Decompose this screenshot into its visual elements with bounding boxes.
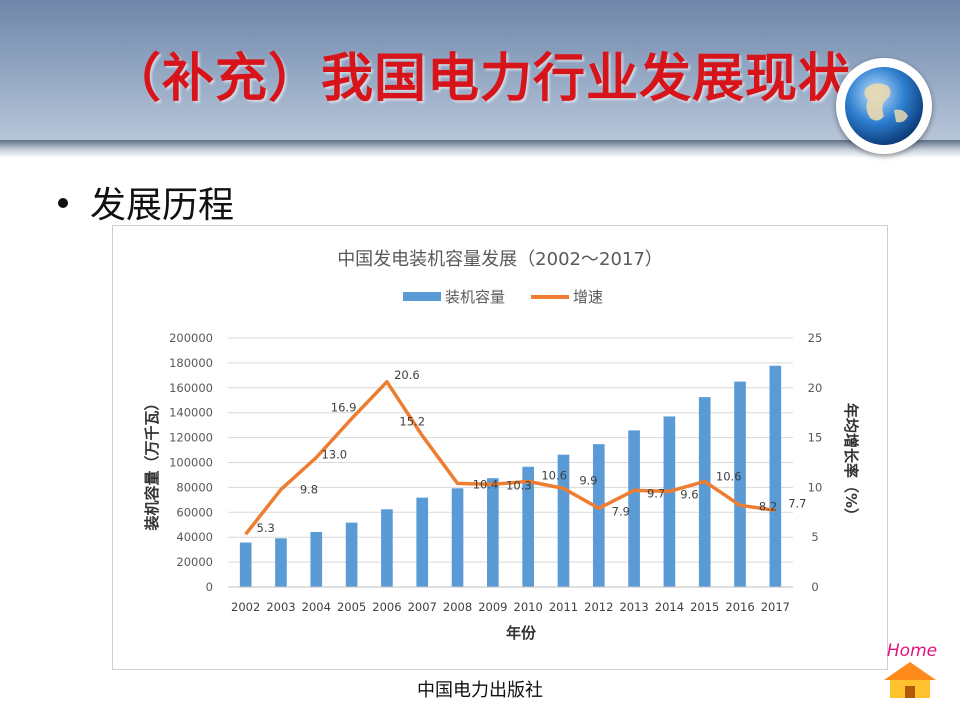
x-tick-label: 2007 (408, 600, 437, 614)
bar (734, 381, 746, 587)
x-tick-label: 2002 (231, 600, 260, 614)
y-tick-label: 180000 (169, 356, 213, 370)
bar-series (239, 365, 782, 587)
y2-tick-label: 25 (808, 331, 823, 345)
x-tick-label: 2012 (584, 600, 613, 614)
data-label: 16.9 (331, 401, 357, 415)
data-label: 7.7 (788, 496, 806, 510)
y2-tick-label: 10 (808, 480, 823, 494)
bar (451, 488, 464, 587)
y-axis-title: 装机容量（万千瓦） (143, 395, 161, 531)
bar (592, 444, 605, 587)
capacity-chart: 中国发电装机容量发展（2002～2017） 装机容量 增速 0 20000 40000… (143, 249, 860, 642)
x-tick-label: 2014 (655, 600, 684, 614)
bar (557, 454, 570, 587)
chart-legend: 装机容量 增速 (403, 288, 603, 306)
y2-tick-label: 5 (811, 530, 818, 544)
bar (628, 430, 640, 587)
bar (381, 509, 393, 587)
legend-swatch-capacity (403, 292, 441, 301)
y2-tick-label: 15 (808, 431, 823, 445)
y2-axis-title: 年均增长率（%） (842, 403, 860, 523)
house-icon (884, 662, 936, 698)
left-axis: 0 20000 40000 60000 80000 100000 120000 140000 1… (169, 331, 213, 594)
data-label: 10.6 (541, 468, 567, 482)
bar (345, 522, 358, 587)
bar (663, 416, 676, 587)
home-button[interactable]: Home (878, 636, 942, 700)
y-tick-label: 60000 (176, 505, 213, 519)
chart-panel: 中国发电装机容量发展（2002～2017） 装机容量 增速 0 20000 40000… (112, 225, 888, 670)
x-tick-label: 2009 (478, 600, 507, 614)
bar (522, 466, 534, 587)
y-tick-label: 20000 (176, 555, 213, 569)
bar (698, 397, 711, 587)
data-label: 8.2 (759, 499, 777, 513)
x-tick-label: 2006 (372, 600, 401, 614)
bar (275, 538, 287, 587)
x-tick-label: 2003 (266, 600, 295, 614)
data-label: 10.6 (716, 469, 742, 483)
x-axis-title: 年份 (506, 624, 537, 642)
y-tick-label: 40000 (176, 530, 213, 544)
data-label: 5.3 (257, 521, 275, 535)
y-tick-label: 140000 (169, 406, 213, 420)
bar (416, 497, 429, 587)
y-tick-label: 160000 (169, 381, 213, 395)
data-label: 15.2 (399, 415, 425, 429)
data-label: 9.6 (680, 487, 698, 501)
legend-label-growth: 增速 (573, 288, 603, 306)
bullet-text: 发展历程 (90, 185, 235, 226)
bar (239, 542, 252, 587)
y2-tick-label: 0 (811, 580, 818, 594)
data-label: 9.9 (579, 473, 597, 487)
publisher-footer: 中国电力出版社 (417, 680, 543, 701)
x-tick-label: 2010 (514, 600, 543, 614)
x-tick-label: 2013 (619, 600, 648, 614)
y-tick-label: 200000 (169, 331, 213, 345)
y-tick-label: 80000 (176, 480, 213, 494)
data-label: 7.9 (612, 504, 630, 518)
data-label: 9.8 (300, 482, 318, 496)
right-axis: 0 5 10 15 20 25 (808, 331, 823, 594)
growth-line (244, 380, 776, 536)
data-label: 13.0 (321, 448, 347, 462)
data-label: 9.7 (647, 486, 665, 500)
bar (310, 531, 323, 587)
globe-icon (836, 58, 932, 154)
x-axis: 2002 2003 2004 2005 2006 2007 2008 2009 2010 2011… (228, 586, 793, 614)
x-tick-label: 2011 (549, 600, 578, 614)
line-series: 5.3 9.8 13.0 16.9 20.6 15.2 10.4 10.3 10.6 9.9 7.9… (244, 368, 806, 536)
x-tick-label: 2016 (725, 600, 754, 614)
banner-shadow (0, 140, 960, 158)
y-tick-label: 0 (206, 580, 213, 594)
x-tick-label: 2017 (761, 600, 790, 614)
chart-gridlines (228, 337, 793, 588)
x-tick-label: 2008 (443, 600, 472, 614)
data-label: 20.6 (394, 368, 420, 382)
x-tick-label: 2005 (337, 600, 366, 614)
bullet-dot-icon (58, 198, 68, 208)
bar (487, 478, 499, 587)
slide-title: （补充）我国电力行业发展现状 (108, 49, 851, 109)
y-tick-label: 120000 (169, 431, 213, 445)
legend-label-capacity: 装机容量 (445, 288, 505, 306)
data-label: 10.3 (506, 478, 532, 492)
bar (769, 365, 782, 587)
chart-title: 中国发电装机容量发展（2002～2017） (337, 249, 663, 270)
bullet-item: 发展历程 (58, 176, 234, 228)
x-tick-label: 2015 (690, 600, 719, 614)
y2-tick-label: 20 (808, 381, 823, 395)
data-label: 10.4 (473, 477, 499, 491)
y-tick-label: 100000 (169, 456, 213, 470)
x-tick-label: 2004 (302, 600, 331, 614)
title-banner (0, 0, 960, 140)
home-label: Home (887, 641, 937, 661)
